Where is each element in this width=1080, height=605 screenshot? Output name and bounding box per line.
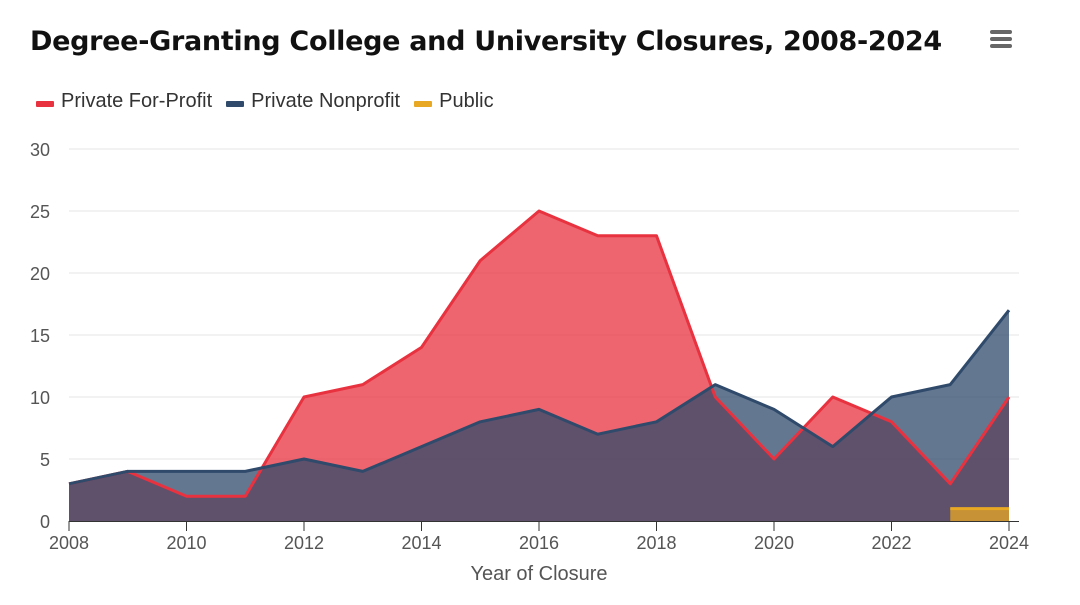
- legend-item-private-nonprofit[interactable]: Private Nonprofit: [226, 90, 400, 113]
- x-tick-label: 2024: [989, 533, 1029, 553]
- x-tick-label: 2020: [754, 533, 794, 553]
- y-tick-label: 30: [30, 140, 50, 160]
- legend-item-private-for-profit[interactable]: Private For-Profit: [36, 90, 212, 113]
- x-tick-label: 2014: [401, 533, 441, 553]
- area-fill: [69, 211, 1009, 521]
- legend-label: Private Nonprofit: [251, 90, 401, 112]
- area-fill: [69, 310, 1009, 521]
- x-tick-label: 2012: [284, 533, 324, 553]
- legend: Private For-Profit Private Nonprofit Pub…: [36, 90, 508, 113]
- chart-title: Degree-Granting College and University C…: [30, 26, 942, 57]
- chart-menu-button[interactable]: [988, 30, 1014, 54]
- y-tick-label: 20: [30, 264, 50, 284]
- legend-swatch: [414, 100, 433, 107]
- x-axis-title: Year of Closure: [470, 563, 607, 585]
- y-tick-label: 15: [30, 326, 50, 346]
- legend-item-public[interactable]: Public: [414, 90, 494, 113]
- legend-label: Private For-Profit: [61, 90, 213, 112]
- series-line[interactable]: [68, 309, 1011, 486]
- legend-swatch: [36, 100, 54, 107]
- x-tick-label: 2022: [871, 533, 911, 553]
- x-tick-label: 2008: [49, 533, 89, 553]
- y-tick-label: 0: [40, 512, 50, 532]
- y-tick-label: 25: [30, 202, 50, 222]
- legend-label: Public: [439, 90, 494, 112]
- x-tick-label: 2018: [636, 533, 676, 553]
- y-tick-label: 5: [40, 450, 50, 470]
- area-fill: [950, 508, 1009, 521]
- x-tick-label: 2010: [166, 533, 206, 553]
- y-tick-label: 10: [30, 388, 50, 408]
- hamburger-menu-icon: [990, 30, 1012, 34]
- series-line[interactable]: [68, 209, 1011, 498]
- legend-swatch: [226, 100, 245, 107]
- x-tick-label: 2016: [519, 533, 559, 553]
